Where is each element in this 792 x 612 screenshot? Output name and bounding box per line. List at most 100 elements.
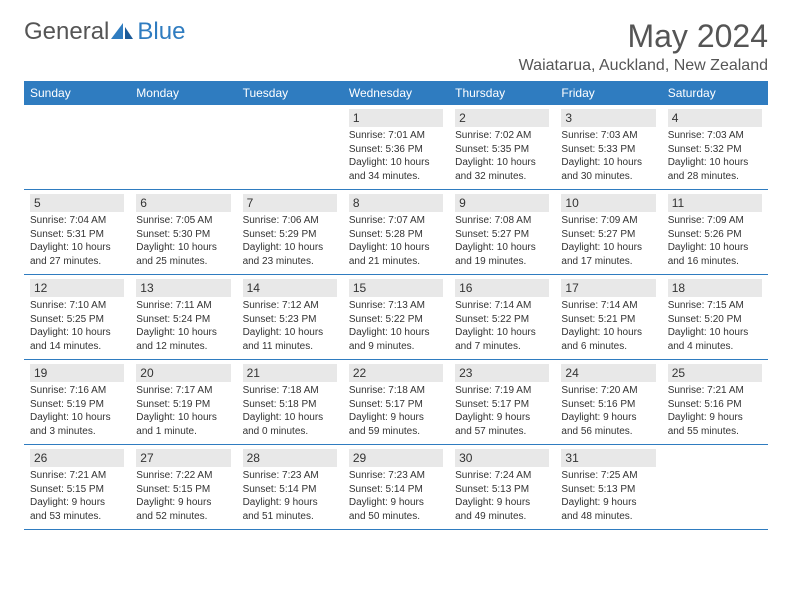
day-info: Sunrise: 7:23 AMSunset: 5:14 PMDaylight:… bbox=[243, 469, 337, 523]
day-info: Sunrise: 7:03 AMSunset: 5:33 PMDaylight:… bbox=[561, 129, 655, 183]
day-number: 26 bbox=[30, 449, 124, 467]
day-info: Sunrise: 7:11 AMSunset: 5:24 PMDaylight:… bbox=[136, 299, 230, 353]
day-info: Sunrise: 7:21 AMSunset: 5:15 PMDaylight:… bbox=[30, 469, 124, 523]
logo: General Blue bbox=[24, 18, 185, 46]
day-cell: 28 Sunrise: 7:23 AMSunset: 5:14 PMDayligh… bbox=[237, 445, 343, 530]
day-header: Tuesday bbox=[237, 81, 343, 105]
day-cell: 2 Sunrise: 7:02 AMSunset: 5:35 PMDaylight… bbox=[449, 105, 555, 190]
day-info: Sunrise: 7:01 AMSunset: 5:36 PMDaylight:… bbox=[349, 129, 443, 183]
day-cell: 30Sunrise: 7:24 AMSunset: 5:13 PMDayligh… bbox=[449, 445, 555, 530]
day-number: 8 bbox=[349, 194, 443, 212]
location: Waiatarua, Auckland, New Zealand bbox=[519, 57, 768, 75]
day-cell: 25 Sunrise: 7:21 AMSunset: 5:16 PMDayligh… bbox=[662, 360, 768, 445]
day-cell bbox=[237, 105, 343, 190]
day-cell: 31Sunrise: 7:25 AMSunset: 5:13 PMDayligh… bbox=[555, 445, 661, 530]
day-number: 22 bbox=[349, 364, 443, 382]
calendar-table: SundayMondayTuesdayWednesdayThursdayFrid… bbox=[24, 81, 768, 530]
day-number: 29 bbox=[349, 449, 443, 467]
day-info: Sunrise: 7:21 AMSunset: 5:16 PMDaylight:… bbox=[668, 384, 762, 438]
day-cell: 4Sunrise: 7:03 AMSunset: 5:32 PMDaylight… bbox=[662, 105, 768, 190]
day-header-row: SundayMondayTuesdayWednesdayThursdayFrid… bbox=[24, 81, 768, 105]
day-header: Sunday bbox=[24, 81, 130, 105]
day-header: Thursday bbox=[449, 81, 555, 105]
day-info: Sunrise: 7:02 AMSunset: 5:35 PMDaylight:… bbox=[455, 129, 549, 183]
day-cell: 9Sunrise: 7:08 AMSunset: 5:27 PMDaylight… bbox=[449, 190, 555, 275]
day-header: Wednesday bbox=[343, 81, 449, 105]
day-cell: 26 Sunrise: 7:21 AMSunset: 5:15 PMDayligh… bbox=[24, 445, 130, 530]
day-cell: 13 Sunrise: 7:11 AMSunset: 5:24 PMDayligh… bbox=[130, 275, 236, 360]
day-cell bbox=[662, 445, 768, 530]
day-number: 20 bbox=[136, 364, 230, 382]
day-cell: 7Sunrise: 7:06 AMSunset: 5:29 PMDaylight… bbox=[237, 190, 343, 275]
day-info: Sunrise: 7:08 AMSunset: 5:27 PMDaylight:… bbox=[455, 214, 549, 268]
day-info: Sunrise: 7:09 AMSunset: 5:27 PMDaylight:… bbox=[561, 214, 655, 268]
day-cell: 21Sunrise: 7:18 AMSunset: 5:18 PMDayligh… bbox=[237, 360, 343, 445]
day-header: Monday bbox=[130, 81, 236, 105]
week-row: 5 Sunrise: 7:04 AMSunset: 5:31 PMDaylight… bbox=[24, 190, 768, 275]
day-cell: 10 Sunrise: 7:09 AMSunset: 5:27 PMDayligh… bbox=[555, 190, 661, 275]
day-number: 28 bbox=[243, 449, 337, 467]
day-cell: 18Sunrise: 7:15 AMSunset: 5:20 PMDayligh… bbox=[662, 275, 768, 360]
day-number: 15 bbox=[349, 279, 443, 297]
day-info: Sunrise: 7:19 AMSunset: 5:17 PMDaylight:… bbox=[455, 384, 549, 438]
day-info: Sunrise: 7:07 AMSunset: 5:28 PMDaylight:… bbox=[349, 214, 443, 268]
logo-text-1: General bbox=[24, 18, 109, 46]
logo-sail-icon bbox=[111, 23, 135, 41]
day-info: Sunrise: 7:20 AMSunset: 5:16 PMDaylight:… bbox=[561, 384, 655, 438]
week-row: 12 Sunrise: 7:10 AMSunset: 5:25 PMDayligh… bbox=[24, 275, 768, 360]
day-info: Sunrise: 7:09 AMSunset: 5:26 PMDaylight:… bbox=[668, 214, 762, 268]
logo-text-2: Blue bbox=[137, 18, 185, 46]
day-number: 10 bbox=[561, 194, 655, 212]
header: General Blue May 2024 Waiatarua, Aucklan… bbox=[24, 18, 768, 75]
day-cell: 12 Sunrise: 7:10 AMSunset: 5:25 PMDayligh… bbox=[24, 275, 130, 360]
day-cell: 19Sunrise: 7:16 AMSunset: 5:19 PMDayligh… bbox=[24, 360, 130, 445]
day-cell: 6Sunrise: 7:05 AMSunset: 5:30 PMDaylight… bbox=[130, 190, 236, 275]
day-info: Sunrise: 7:23 AMSunset: 5:14 PMDaylight:… bbox=[349, 469, 443, 523]
day-info: Sunrise: 7:14 AMSunset: 5:21 PMDaylight:… bbox=[561, 299, 655, 353]
day-header: Friday bbox=[555, 81, 661, 105]
day-info: Sunrise: 7:16 AMSunset: 5:19 PMDaylight:… bbox=[30, 384, 124, 438]
month-title: May 2024 bbox=[519, 18, 768, 55]
day-info: Sunrise: 7:05 AMSunset: 5:30 PMDaylight:… bbox=[136, 214, 230, 268]
week-row: 19Sunrise: 7:16 AMSunset: 5:19 PMDayligh… bbox=[24, 360, 768, 445]
day-number: 12 bbox=[30, 279, 124, 297]
week-row: 1 Sunrise: 7:01 AMSunset: 5:36 PMDaylight… bbox=[24, 105, 768, 190]
day-cell: 5 Sunrise: 7:04 AMSunset: 5:31 PMDaylight… bbox=[24, 190, 130, 275]
day-number: 25 bbox=[668, 364, 762, 382]
day-info: Sunrise: 7:04 AMSunset: 5:31 PMDaylight:… bbox=[30, 214, 124, 268]
day-info: Sunrise: 7:14 AMSunset: 5:22 PMDaylight:… bbox=[455, 299, 549, 353]
day-number: 27 bbox=[136, 449, 230, 467]
day-cell bbox=[24, 105, 130, 190]
day-cell: 3 Sunrise: 7:03 AMSunset: 5:33 PMDaylight… bbox=[555, 105, 661, 190]
day-number: 21 bbox=[243, 364, 337, 382]
day-number: 13 bbox=[136, 279, 230, 297]
day-info: Sunrise: 7:12 AMSunset: 5:23 PMDaylight:… bbox=[243, 299, 337, 353]
day-number: 14 bbox=[243, 279, 337, 297]
calendar-body: 1 Sunrise: 7:01 AMSunset: 5:36 PMDaylight… bbox=[24, 105, 768, 530]
day-info: Sunrise: 7:17 AMSunset: 5:19 PMDaylight:… bbox=[136, 384, 230, 438]
day-number: 2 bbox=[455, 109, 549, 127]
day-number: 16 bbox=[455, 279, 549, 297]
day-cell: 8 Sunrise: 7:07 AMSunset: 5:28 PMDaylight… bbox=[343, 190, 449, 275]
day-info: Sunrise: 7:25 AMSunset: 5:13 PMDaylight:… bbox=[561, 469, 655, 523]
day-info: Sunrise: 7:06 AMSunset: 5:29 PMDaylight:… bbox=[243, 214, 337, 268]
day-cell: 1 Sunrise: 7:01 AMSunset: 5:36 PMDaylight… bbox=[343, 105, 449, 190]
day-cell: 20 Sunrise: 7:17 AMSunset: 5:19 PMDayligh… bbox=[130, 360, 236, 445]
day-info: Sunrise: 7:03 AMSunset: 5:32 PMDaylight:… bbox=[668, 129, 762, 183]
day-info: Sunrise: 7:13 AMSunset: 5:22 PMDaylight:… bbox=[349, 299, 443, 353]
day-cell: 27 Sunrise: 7:22 AMSunset: 5:15 PMDayligh… bbox=[130, 445, 236, 530]
day-cell: 29 Sunrise: 7:23 AMSunset: 5:14 PMDayligh… bbox=[343, 445, 449, 530]
day-cell: 15 Sunrise: 7:13 AMSunset: 5:22 PMDayligh… bbox=[343, 275, 449, 360]
day-cell: 22Sunrise: 7:18 AMSunset: 5:17 PMDayligh… bbox=[343, 360, 449, 445]
day-info: Sunrise: 7:10 AMSunset: 5:25 PMDaylight:… bbox=[30, 299, 124, 353]
day-number: 3 bbox=[561, 109, 655, 127]
day-number: 24 bbox=[561, 364, 655, 382]
day-cell: 23 Sunrise: 7:19 AMSunset: 5:17 PMDayligh… bbox=[449, 360, 555, 445]
day-number: 5 bbox=[30, 194, 124, 212]
day-number: 23 bbox=[455, 364, 549, 382]
day-cell: 11Sunrise: 7:09 AMSunset: 5:26 PMDayligh… bbox=[662, 190, 768, 275]
day-number: 1 bbox=[349, 109, 443, 127]
day-info: Sunrise: 7:22 AMSunset: 5:15 PMDaylight:… bbox=[136, 469, 230, 523]
day-cell: 24 Sunrise: 7:20 AMSunset: 5:16 PMDayligh… bbox=[555, 360, 661, 445]
day-cell bbox=[130, 105, 236, 190]
